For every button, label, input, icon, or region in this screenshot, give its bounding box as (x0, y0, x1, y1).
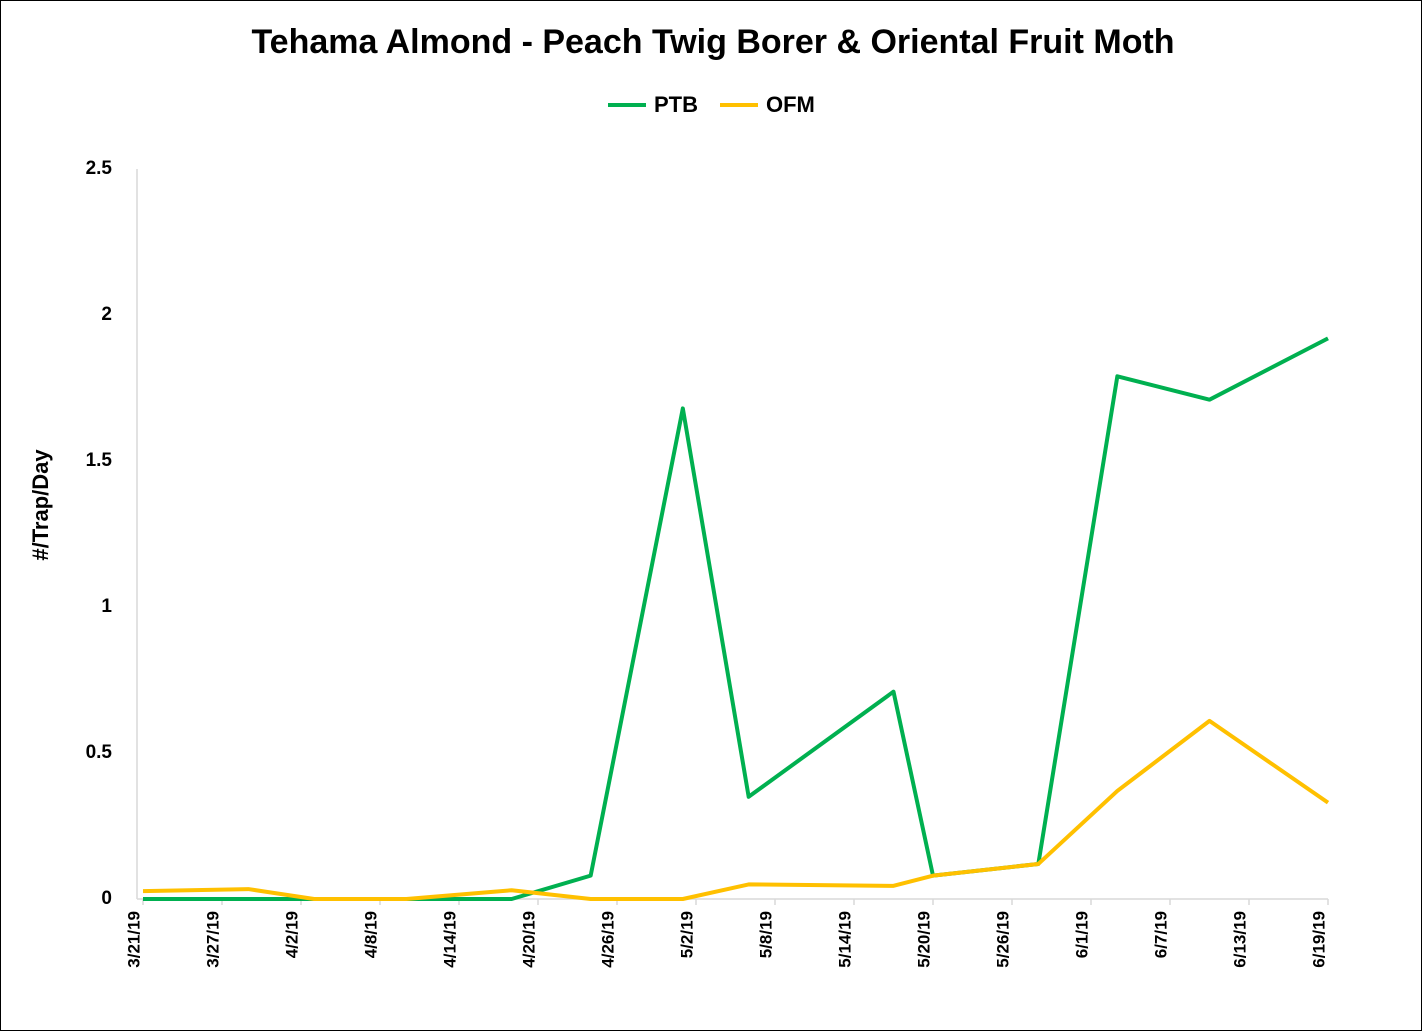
x-tick-label: 4/20/19 (519, 911, 538, 968)
x-tick-label: 3/27/19 (203, 911, 222, 968)
x-tick-label: 6/1/19 (1072, 911, 1091, 958)
x-tick-label: 5/26/19 (993, 911, 1012, 968)
y-axis-label: #/Trap/Day (28, 449, 53, 561)
chart-title: Tehama Almond - Peach Twig Borer & Orien… (251, 23, 1174, 61)
x-tick-label: 5/2/19 (677, 911, 696, 958)
x-tick-label: 6/13/19 (1230, 911, 1249, 968)
x-tick-label: 5/20/19 (914, 911, 933, 968)
line-series (142, 718, 1330, 901)
y-tick-label: 2 (101, 304, 112, 325)
y-tick-label: 0.5 (86, 742, 113, 763)
y-tick-label: 2.5 (86, 158, 113, 179)
y-tick-label: 0 (101, 888, 112, 909)
x-tick-label: 4/2/19 (282, 911, 301, 958)
x-tick-label: 5/8/19 (756, 911, 775, 958)
x-tick-label: 4/26/19 (598, 911, 617, 968)
legend-label: OFM (766, 92, 815, 117)
x-tick-label: 5/14/19 (835, 911, 854, 968)
x-tick-label: 6/7/19 (1151, 911, 1170, 958)
y-tick-label: 1 (101, 596, 112, 617)
legend-label: PTB (654, 92, 698, 117)
x-tick-label: 4/8/19 (361, 911, 380, 958)
x-tick-label: 3/21/19 (124, 911, 143, 968)
x-tick-label: 6/19/19 (1309, 911, 1328, 968)
y-tick-label: 1.5 (86, 450, 113, 471)
x-tick-label: 4/14/19 (440, 911, 459, 968)
